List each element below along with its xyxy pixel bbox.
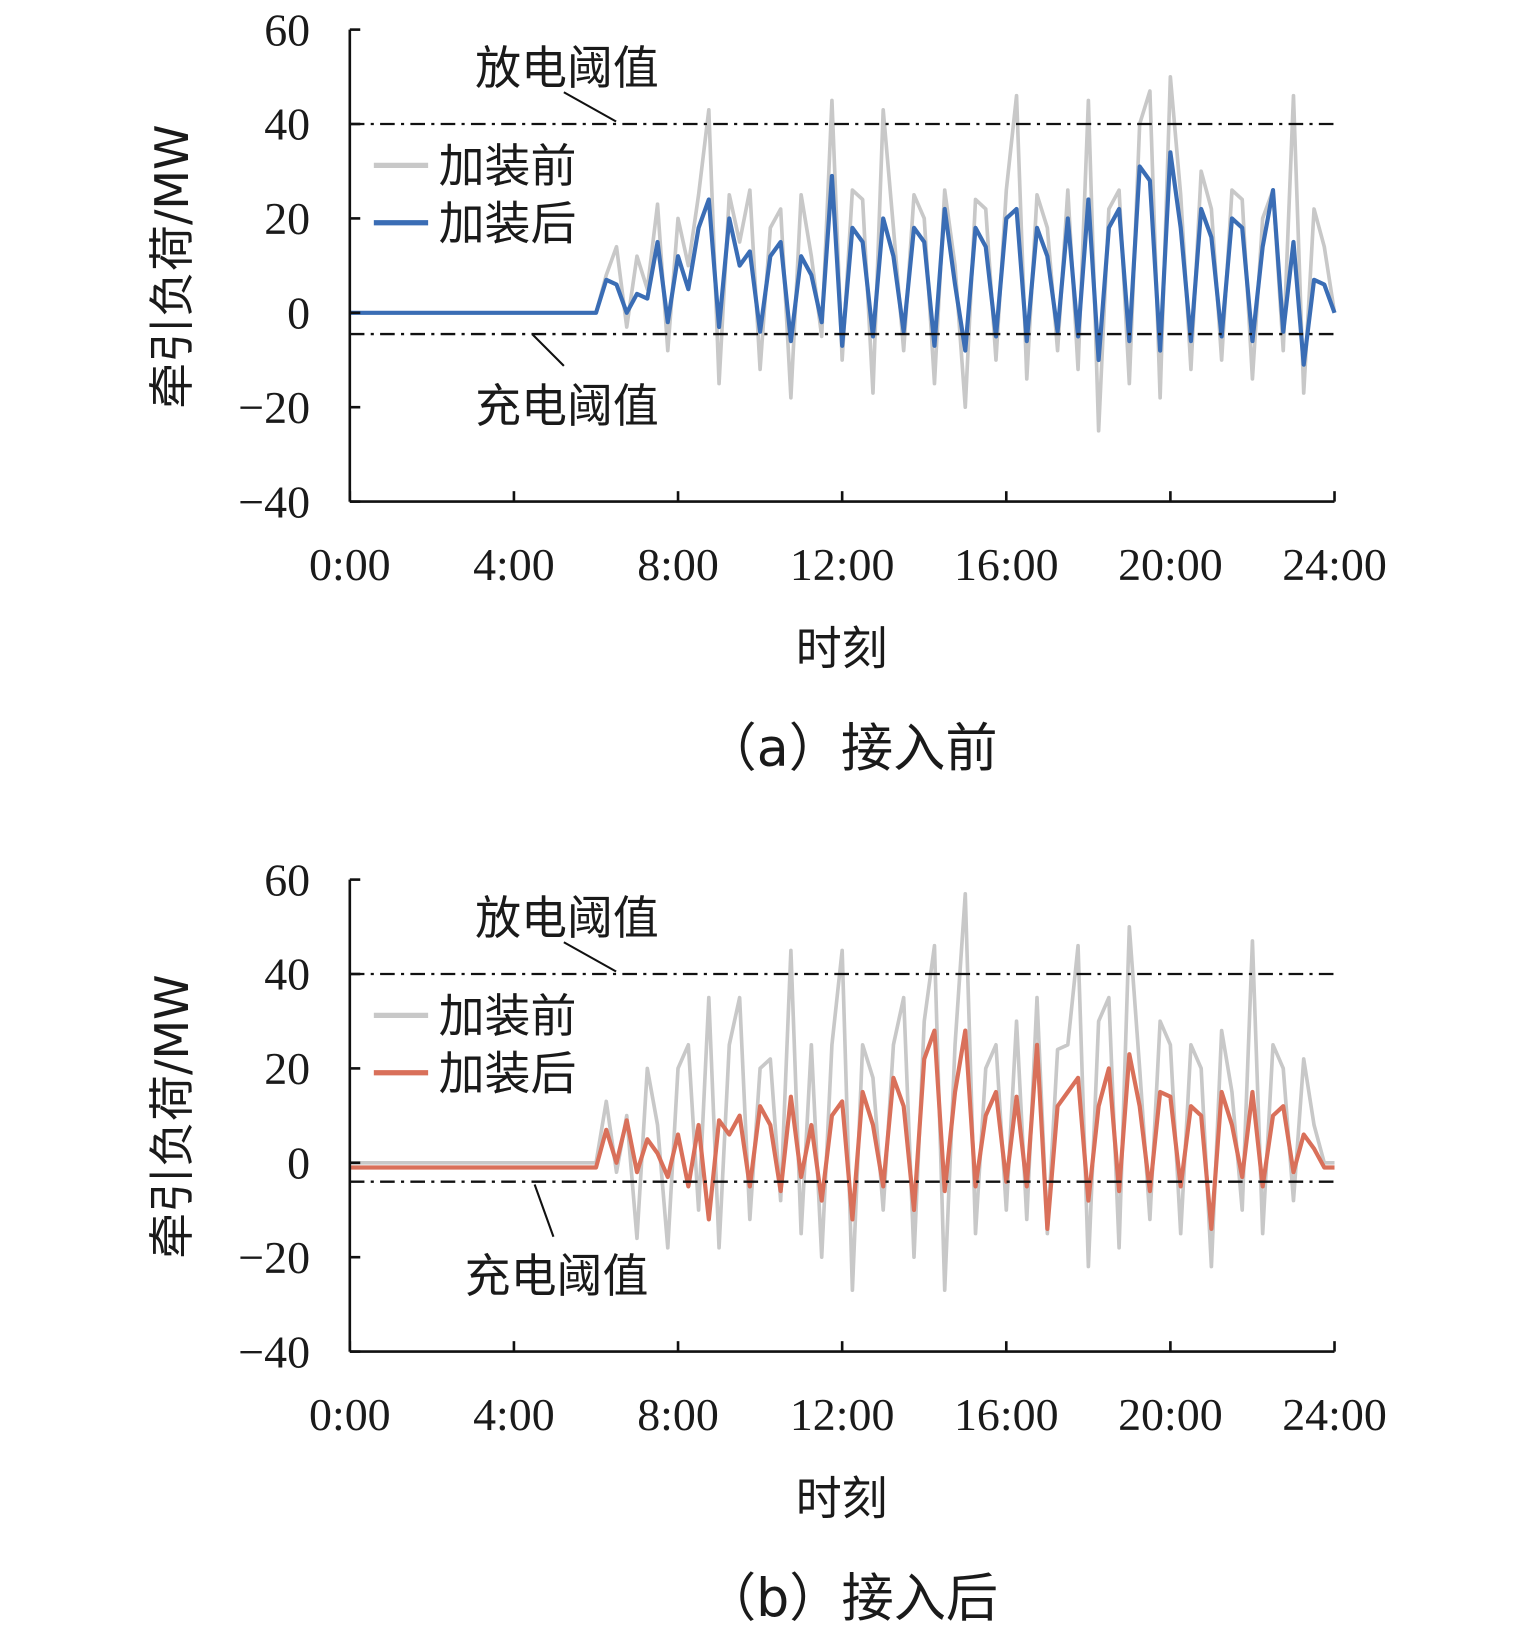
discharge-threshold-leader-a [563,91,617,123]
y-tick-label: −40 [238,476,310,527]
y-tick-label: −20 [238,1232,310,1283]
discharge-threshold-label-b: 放电阈值 [475,891,659,945]
legend-label-before-a: 加装前 [439,139,577,193]
x-tick-label: 0:00 [309,1389,391,1440]
caption-b: （b）接入后 [704,1569,998,1629]
y-axis-label-b: 牵引负荷/MW [145,974,199,1258]
legend-label-after-b: 加装后 [439,1046,577,1100]
discharge-threshold-label-a: 放电阈值 [475,41,659,95]
x-tick-label: 16:00 [954,539,1059,590]
x-tick-label: 8:00 [637,539,719,590]
y-tick-label: 0 [287,287,310,338]
series-line-after-a [349,150,1337,367]
y-tick-label: 60 [264,854,310,905]
y-tick-label: −40 [238,1326,310,1377]
y-axis-label-a: 牵引负荷/MW [145,125,199,409]
y-tick-label: 40 [264,99,310,150]
x-tick-label: 4:00 [473,1389,555,1440]
x-axis-label-b: 时刻 [796,1471,888,1525]
series-line-after-b [349,1028,1335,1231]
x-axis-label-a: 时刻 [796,621,888,675]
x-tick-label: 12:00 [790,539,895,590]
discharge-threshold-leader-b [563,941,617,973]
panel-a: （a）接入前 时刻 牵引负荷/MW 放电阈值 充电阈值 加装前 加装后 60 40… [145,4,1387,779]
x-tick-label: 4:00 [473,539,555,590]
series-line-before-a [349,74,1337,433]
charge-threshold-leader-a [531,333,565,367]
charge-threshold-label-b: 充电阈值 [465,1249,649,1303]
y-tick-label: 20 [264,193,310,244]
y-tick-label: −20 [238,382,310,433]
legend-label-after-a: 加装后 [439,197,577,251]
x-tick-label: 0:00 [309,539,391,590]
x-tick-label: 8:00 [637,1389,719,1440]
charge-threshold-label-a: 充电阈值 [475,379,659,433]
caption-a: （a）接入前 [705,719,998,779]
x-tick-label: 24:00 [1282,1389,1387,1440]
x-tick-label: 16:00 [954,1389,1059,1440]
y-tick-label: 0 [287,1137,310,1188]
x-tick-label: 12:00 [790,1389,895,1440]
x-tick-label: 24:00 [1282,539,1387,590]
legend-label-before-b: 加装前 [439,989,577,1043]
y-tick-label: 20 [264,1043,310,1094]
charge-threshold-leader-b [533,1184,555,1238]
x-tick-label: 20:00 [1118,539,1223,590]
series-line-before-b [349,891,1335,1293]
y-tick-label: 40 [264,949,310,1000]
x-tick-label: 20:00 [1118,1389,1223,1440]
panel-b: （b）接入后 时刻 牵引负荷/MW 放电阈值 充电阈值 加装前 加装后 60 40… [145,854,1387,1629]
y-tick-label: 60 [264,4,310,55]
